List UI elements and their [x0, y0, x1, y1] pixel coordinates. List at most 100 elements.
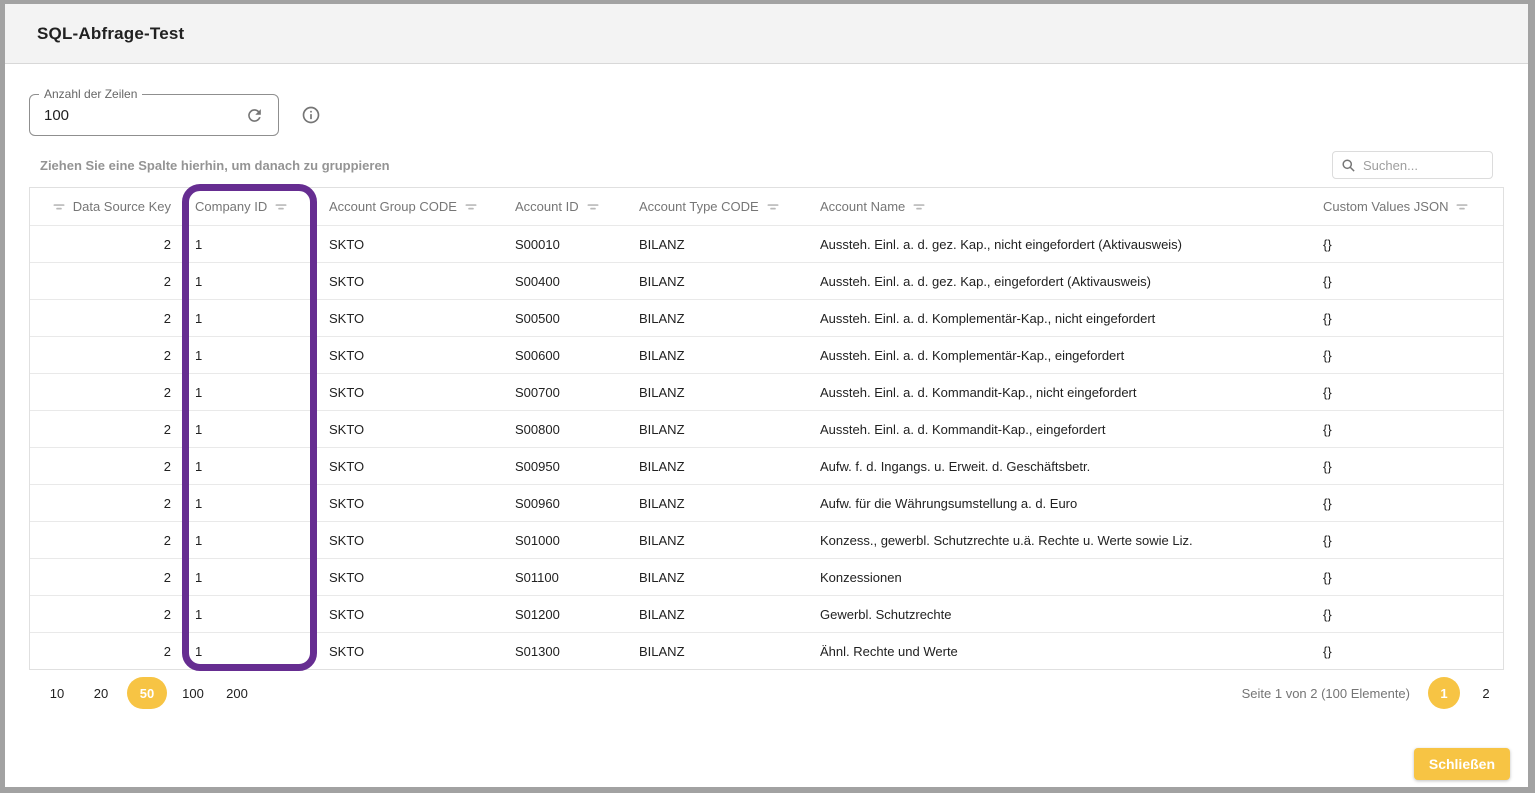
cell-account-id: S00500 [515, 310, 560, 326]
cell-company-id: 1 [195, 236, 203, 252]
filter-lines-icon[interactable] [1455, 200, 1469, 213]
cell-account-group-code: SKTO [329, 643, 365, 659]
rows-count-label: Anzahl der Zeilen [39, 87, 143, 101]
cell-company-id: 1 [195, 643, 203, 659]
page-size-selector: 10 20 50 100 200 [39, 677, 255, 709]
cell-account-type-code: BILANZ [639, 273, 685, 289]
page-size-100[interactable]: 100 [182, 685, 204, 701]
cell-company-id: 1 [195, 273, 203, 289]
cell-custom-values-json: {} [1323, 495, 1332, 511]
cell-account-name: Aufw. f. d. Ingangs. u. Erweit. d. Gesch… [820, 458, 1091, 474]
cell-account-id: S00600 [515, 347, 560, 363]
filter-lines-icon[interactable] [586, 200, 600, 213]
cell-account-group-code: SKTO [329, 347, 365, 363]
cell-account-id: S00950 [515, 458, 560, 474]
table-row[interactable]: 2 1 SKTO S00700 BILANZ Aussteh. Einl. a. d. K… [30, 373, 1503, 410]
table-row[interactable]: 2 1 SKTO S01300 BILANZ Ähnl. Rechte und Werte… [30, 632, 1503, 669]
filter-lines-icon[interactable] [52, 200, 66, 213]
column-header-data-source-key[interactable]: Data Source Key [30, 188, 183, 225]
cell-custom-values-json: {} [1323, 347, 1332, 363]
table-row[interactable]: 2 1 SKTO S00600 BILANZ Aussteh. Einl. a. d. K… [30, 336, 1503, 373]
cell-data-source-key: 2 [163, 384, 171, 400]
group-panel-hint: Ziehen Sie eine Spalte hierhin, um danac… [40, 157, 390, 173]
column-header-account-group-code[interactable]: Account Group CODE [317, 188, 503, 225]
table-row[interactable]: 2 1 SKTO S00950 BILANZ Aufw. f. d. Ingangs. u… [30, 447, 1503, 484]
cell-custom-values-json: {} [1323, 236, 1332, 252]
cell-account-id: S01100 [515, 569, 559, 585]
table-row[interactable]: 2 1 SKTO S00010 BILANZ Aussteh. Einl. a. d. g… [30, 225, 1503, 262]
table-row[interactable]: 2 1 SKTO S00400 BILANZ Aussteh. Einl. a. d. g… [30, 262, 1503, 299]
cell-account-group-code: SKTO [329, 495, 365, 511]
column-header-label: Account Name [820, 199, 906, 214]
data-grid: Data Source Key Company ID Account Group C… [29, 187, 1504, 670]
cell-account-id: S00960 [515, 495, 560, 511]
cell-company-id: 1 [195, 458, 203, 474]
cell-account-type-code: BILANZ [639, 569, 685, 585]
search-input[interactable] [1363, 157, 1484, 173]
table-wrap: Data Source Key Company ID Account Group C… [29, 184, 1504, 671]
cell-data-source-key: 2 [163, 458, 171, 474]
column-header-company-id[interactable]: Company ID [183, 188, 317, 225]
cell-account-group-code: SKTO [329, 532, 365, 548]
cell-account-name: Aufw. für die Währungsumstellung a. d. E… [820, 495, 1078, 511]
pager-right: Seite 1 von 2 (100 Elemente) 1 2 [1242, 677, 1502, 709]
page-size-20[interactable]: 20 [93, 685, 109, 701]
rows-count-input[interactable] [44, 106, 242, 124]
cell-custom-values-json: {} [1323, 310, 1332, 326]
cell-company-id: 1 [195, 569, 203, 585]
cell-account-id: S01000 [515, 532, 560, 548]
search-icon [1341, 158, 1356, 173]
table-row[interactable]: 2 1 SKTO S00800 BILANZ Aussteh. Einl. a. d. K… [30, 410, 1503, 447]
cell-account-group-code: SKTO [329, 606, 365, 622]
filter-lines-icon[interactable] [912, 200, 926, 213]
filter-lines-icon[interactable] [766, 200, 780, 213]
cell-account-id: S01300 [515, 643, 560, 659]
cell-account-name: Aussteh. Einl. a. d. Kommandit-Kap., nic… [820, 384, 1137, 400]
page-size-10[interactable]: 10 [49, 685, 65, 701]
cell-account-group-code: SKTO [329, 458, 365, 474]
filter-lines-icon[interactable] [464, 200, 478, 213]
pager: 10 20 50 100 200 Seite 1 von 2 (100 Elemente… [29, 670, 1504, 716]
cell-account-name: Konzess., gewerbl. Schutzrechte u.ä. Rec… [820, 532, 1193, 548]
dialog-content: Anzahl der Zeilen Ziehen Sie eine Spalte… [5, 64, 1528, 787]
table-row[interactable]: 2 1 SKTO S00500 BILANZ Aussteh. Einl. a. d. K… [30, 299, 1503, 336]
cell-account-name: Aussteh. Einl. a. d. Komplementär-Kap., … [820, 310, 1156, 326]
table-row[interactable]: 2 1 SKTO S01000 BILANZ Konzess., gewerbl. Sch… [30, 521, 1503, 558]
page-size-50[interactable]: 50 [127, 677, 167, 709]
info-icon[interactable] [299, 103, 323, 127]
cell-account-group-code: SKTO [329, 236, 365, 252]
cell-account-name: Aussteh. Einl. a. d. gez. Kap., nicht ei… [820, 236, 1183, 252]
cell-account-type-code: BILANZ [639, 236, 685, 252]
table-row[interactable]: 2 1 SKTO S01100 BILANZ Konzessionen {} [30, 558, 1503, 595]
cell-account-type-code: BILANZ [639, 347, 685, 363]
cell-company-id: 1 [195, 384, 203, 400]
search-box[interactable] [1332, 151, 1493, 179]
cell-company-id: 1 [195, 532, 203, 548]
cell-data-source-key: 2 [163, 273, 171, 289]
pager-info: Seite 1 von 2 (100 Elemente) [1241, 685, 1410, 701]
column-header-label: Account ID [515, 199, 579, 214]
cell-custom-values-json: {} [1323, 458, 1332, 474]
page-button-1[interactable]: 1 [1428, 677, 1460, 709]
cell-data-source-key: 2 [163, 310, 171, 326]
toolbar-row: Anzahl der Zeilen [29, 87, 1504, 136]
rows-count-field: Anzahl der Zeilen [29, 87, 279, 136]
filter-row: Ziehen Sie eine Spalte hierhin, um danac… [29, 151, 1504, 179]
cell-account-type-code: BILANZ [639, 532, 685, 548]
column-header-account-type-code[interactable]: Account Type CODE [627, 188, 808, 225]
page-button-2[interactable]: 2 [1482, 685, 1490, 701]
table-row[interactable]: 2 1 SKTO S01200 BILANZ Gewerbl. Schutzrechte {… [30, 595, 1503, 632]
column-header-account-name[interactable]: Account Name [808, 188, 1311, 225]
cell-custom-values-json: {} [1323, 532, 1332, 548]
close-button[interactable]: Schließen [1413, 748, 1510, 780]
cell-account-group-code: SKTO [329, 421, 365, 437]
cell-company-id: 1 [195, 310, 203, 326]
cell-account-name: Aussteh. Einl. a. d. Komplementär-Kap., … [820, 347, 1125, 363]
column-header-custom-values-json[interactable]: Custom Values JSON [1311, 188, 1503, 225]
column-header-account-id[interactable]: Account ID [503, 188, 627, 225]
cell-custom-values-json: {} [1323, 606, 1332, 622]
table-row[interactable]: 2 1 SKTO S00960 BILANZ Aufw. für die Währungs… [30, 484, 1503, 521]
refresh-icon[interactable] [242, 103, 266, 127]
filter-lines-icon[interactable] [274, 200, 288, 213]
page-size-200[interactable]: 200 [226, 685, 248, 701]
